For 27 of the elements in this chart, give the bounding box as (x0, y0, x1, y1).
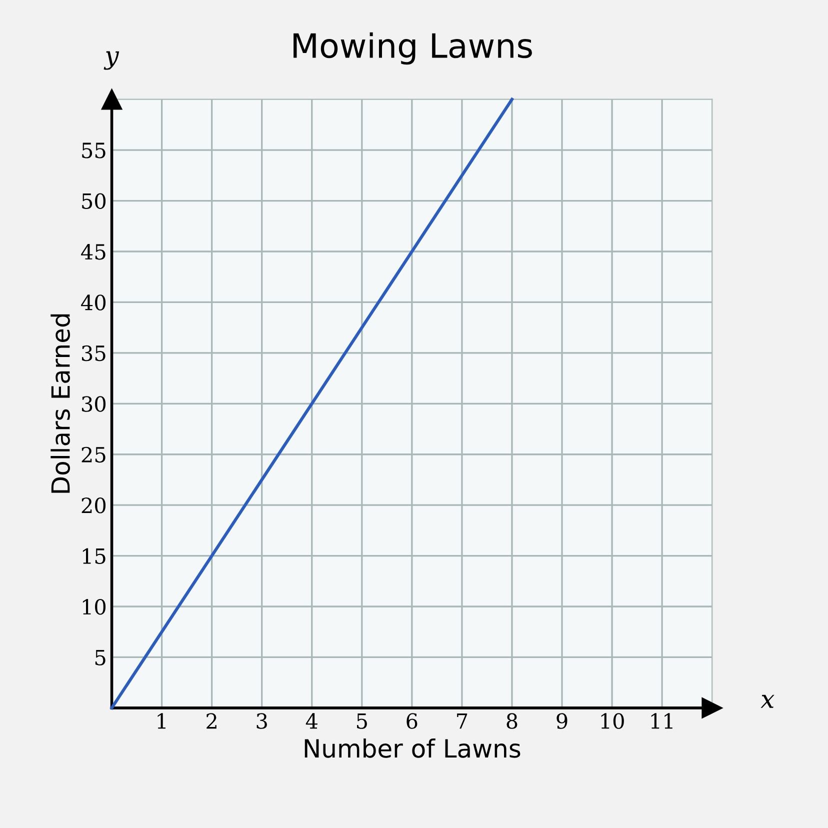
y-axis-title: Dollars Earned (50, 314, 70, 493)
y-tick-label: 15 (82, 548, 106, 564)
x-tick-label: 4 (306, 713, 318, 729)
y-tick-label: 10 (82, 598, 106, 615)
y-tick-label: 20 (82, 498, 106, 514)
y-tick-label: 50 (82, 193, 106, 209)
x-tick-label: 1 (158, 713, 166, 729)
y-tick-label: 45 (81, 244, 106, 260)
y-tick-label: 35 (82, 345, 106, 362)
x-tick-label: 5 (357, 713, 367, 729)
y-tick-label: 30 (82, 396, 106, 412)
chart-title: Mowing Lawns (294, 32, 532, 65)
x-tick-label: 3 (256, 713, 267, 729)
y-tick-label: 25 (82, 446, 106, 463)
y-tick-label: 5 (95, 650, 106, 666)
x-tick-label: 10 (601, 713, 624, 729)
x-tick-label: 2 (206, 713, 216, 729)
x-tick-label: 7 (457, 713, 468, 729)
text: y (104, 51, 120, 70)
x-tick-label: 9 (556, 713, 568, 729)
y-tick-label: 40 (81, 294, 106, 310)
y-tick-label: 55 (82, 142, 106, 158)
x-axis-title: Number of Lawns (304, 738, 520, 758)
x-tick-label: 8 (506, 713, 518, 729)
x-tick-label: 11 (651, 713, 672, 729)
text: x (760, 694, 774, 708)
x-tick-label: 6 (406, 713, 418, 729)
